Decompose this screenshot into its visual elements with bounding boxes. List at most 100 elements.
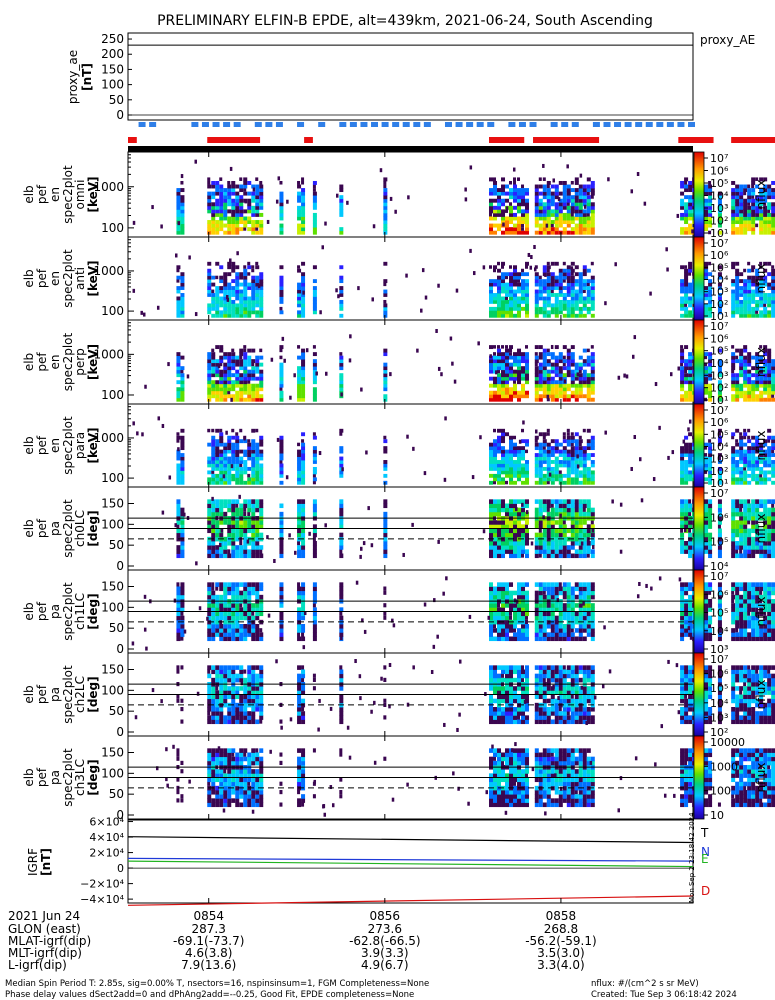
spectrum-cell <box>497 279 502 284</box>
spectrum-cell <box>739 191 744 196</box>
spectrum-cell <box>255 286 260 290</box>
spectrum-cell <box>215 366 220 371</box>
spectrum-cell <box>176 209 181 214</box>
spectrum-cell <box>525 299 530 304</box>
spectrum-cell <box>562 286 567 290</box>
spectrum-cell <box>251 449 256 454</box>
spectrum-cell <box>339 460 344 464</box>
spectrum-cell <box>517 453 522 457</box>
spectrum-cell <box>767 205 772 210</box>
pa-cell <box>735 499 740 504</box>
spectrum-cell <box>743 289 748 294</box>
spectrum-cell <box>739 188 744 193</box>
spectrum-cell <box>497 352 502 357</box>
pa-cell <box>251 499 256 504</box>
noise-speckle <box>325 371 328 376</box>
spectrum-speckle <box>497 369 501 374</box>
spectrum-cell <box>767 366 772 371</box>
pa-cell <box>743 499 748 504</box>
spectrum-cell <box>735 373 740 378</box>
panel-label-line2: pef <box>35 352 49 372</box>
spectrum-cell <box>259 313 264 318</box>
spectrum-cell <box>279 470 284 475</box>
spectrum-cell <box>582 463 587 468</box>
spectrum-cell <box>521 453 526 457</box>
spectrum-speckle <box>489 265 493 269</box>
pa-cell <box>717 499 722 504</box>
spectrum-cell <box>751 209 756 214</box>
spectrum-cell <box>582 209 587 214</box>
spectrum-cell <box>570 369 575 374</box>
spectrum-speckle <box>562 362 566 367</box>
spectrum-cell <box>751 313 756 318</box>
spectrum-cell <box>751 216 756 221</box>
spectrum-cell <box>590 230 595 235</box>
spectrum-cell <box>227 463 232 468</box>
pa-cell <box>704 516 709 521</box>
pa-cell <box>731 503 736 509</box>
spectrum-cell <box>574 306 579 311</box>
mode-strip-segment <box>423 122 431 127</box>
spectrum-cell <box>297 198 302 203</box>
spectrum-cell <box>247 477 252 482</box>
spectrum-cell <box>239 449 244 454</box>
spectrum-cell <box>497 282 502 287</box>
spectrum-cell <box>243 310 248 315</box>
spectrum-cell <box>747 383 752 388</box>
spectrum-cell <box>223 198 228 203</box>
spectrum-cell <box>538 456 543 461</box>
spectrum-cell <box>513 359 518 364</box>
spectrum-cell <box>219 480 224 485</box>
pa-cell <box>534 553 539 559</box>
pa-cell <box>517 528 522 534</box>
spectrum-cell <box>578 209 583 214</box>
spectrum-cell <box>704 460 709 464</box>
spectrum-cell <box>301 209 306 214</box>
spectrum-cell <box>215 477 220 482</box>
spectrum-cell <box>312 223 317 228</box>
spectrum-cell <box>383 303 388 308</box>
spectrum-cell <box>708 279 713 284</box>
pa-cell <box>743 528 748 534</box>
spectrum-cell <box>558 205 563 210</box>
spectrum-cell <box>223 216 228 221</box>
spectrum-cell <box>582 359 587 364</box>
spectrum-speckle <box>570 432 574 436</box>
spectrum-cell <box>223 296 228 301</box>
spectrum-cell <box>759 390 764 395</box>
pa-cell <box>521 524 526 529</box>
pa-cell <box>538 503 543 509</box>
spectrum-cell <box>704 184 709 189</box>
spectrum-cell <box>704 188 709 193</box>
spectrum-cell <box>259 310 264 315</box>
spectrum-cell <box>255 463 260 468</box>
spectrum-cell <box>717 394 722 399</box>
spectrum-cell <box>207 477 212 482</box>
spectrum-cell <box>509 289 514 294</box>
spectrum-cell <box>680 348 685 353</box>
spectrum-cell <box>747 227 752 232</box>
spectrum-cell <box>771 480 775 485</box>
spectrum-cell <box>513 184 518 189</box>
pa-cell <box>680 503 685 509</box>
spectrum-cell <box>538 463 543 468</box>
spectrum-cell <box>570 470 575 475</box>
spectrum-cell <box>562 205 567 210</box>
spectrum-cell <box>255 355 260 360</box>
spectrum-cell <box>550 369 555 374</box>
spectrum-cell <box>542 369 547 374</box>
spectrum-cell <box>513 449 518 454</box>
spectrum-cell <box>586 428 591 433</box>
spectrum-cell <box>497 449 502 454</box>
pa-cell <box>680 499 685 504</box>
spectrum-cell <box>215 460 220 464</box>
spectrum-speckle <box>176 279 180 283</box>
spectrum-cell <box>525 313 530 318</box>
pa-cell <box>759 532 764 538</box>
spectrum-speckle <box>692 435 696 440</box>
spectrum-cell <box>176 473 181 478</box>
spectrum-cell <box>688 310 693 315</box>
spectrum-cell <box>717 366 722 371</box>
spectrum-cell <box>227 470 232 475</box>
spectrum-cell <box>489 202 494 207</box>
